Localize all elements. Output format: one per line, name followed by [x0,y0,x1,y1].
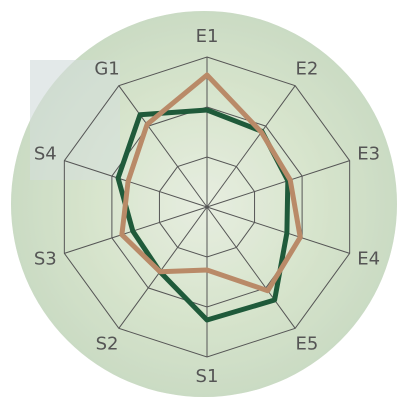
axis-label: E3 [357,143,380,164]
axis-label: S1 [196,366,219,387]
spoke [64,206,208,254]
axis-label: S4 [34,143,57,164]
building [30,60,120,180]
axis-label: S2 [96,334,119,355]
series-line [119,72,303,294]
axis-label: E5 [296,334,319,355]
spoke [206,206,350,254]
axis-label: G1 [94,58,119,79]
spoke [206,160,350,208]
axis-label: E1 [196,26,219,47]
axis-label: E4 [357,249,380,270]
spoke [206,85,296,208]
overlay [11,11,397,397]
spoke [206,206,296,329]
axis-label: S3 [34,249,57,270]
spoke [64,160,208,208]
axis-label: E2 [296,58,319,79]
spoke [118,85,208,208]
spoke [118,206,208,329]
